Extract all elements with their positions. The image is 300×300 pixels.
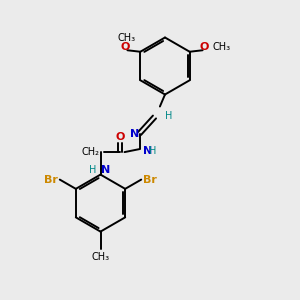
Text: H: H	[88, 165, 96, 175]
Text: Br: Br	[44, 175, 58, 184]
Text: Br: Br	[143, 175, 157, 184]
Text: N: N	[142, 146, 152, 156]
Text: O: O	[121, 42, 130, 52]
Text: CH₃: CH₃	[92, 252, 110, 262]
Text: O: O	[200, 42, 209, 52]
Text: H: H	[149, 146, 157, 156]
Text: O: O	[115, 132, 125, 142]
Text: H: H	[165, 110, 172, 121]
Text: N: N	[130, 129, 140, 139]
Text: N: N	[100, 165, 110, 175]
Text: CH₃: CH₃	[212, 42, 230, 52]
Text: CH₂: CH₂	[82, 147, 100, 157]
Text: CH₃: CH₃	[117, 33, 135, 43]
